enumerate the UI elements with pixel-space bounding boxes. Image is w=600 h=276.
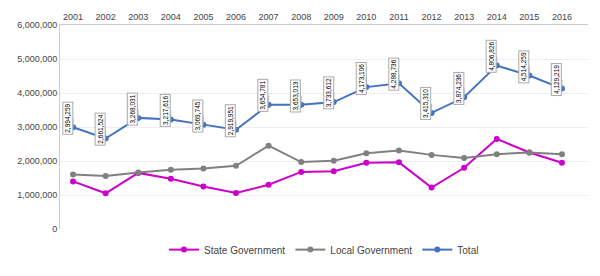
svg-text:3,000,000: 3,000,000 — [17, 122, 57, 132]
svg-text:3,653,013: 3,653,013 — [292, 81, 299, 110]
svg-text:1,000,000: 1,000,000 — [17, 190, 57, 200]
svg-text:State Government: State Government — [204, 245, 285, 256]
svg-text:2009: 2009 — [324, 12, 344, 22]
svg-text:5,000,000: 5,000,000 — [17, 54, 57, 64]
svg-text:3,654,781: 3,654,781 — [259, 81, 266, 110]
svg-text:2005: 2005 — [193, 12, 213, 22]
svg-text:3,874,236: 3,874,236 — [455, 74, 462, 103]
svg-text:2016: 2016 — [552, 12, 572, 22]
svg-text:2011: 2011 — [389, 12, 408, 22]
svg-text:2004: 2004 — [161, 12, 181, 22]
svg-text:2010: 2010 — [356, 12, 376, 22]
svg-text:2,919,951: 2,919,951 — [227, 106, 234, 135]
svg-text:2015: 2015 — [519, 12, 539, 22]
svg-text:2,661,524: 2,661,524 — [97, 114, 104, 143]
svg-text:2,000,000: 2,000,000 — [17, 156, 57, 166]
svg-text:3,415,310: 3,415,310 — [422, 89, 429, 118]
svg-text:4,514,259: 4,514,259 — [520, 52, 527, 81]
svg-text:2007: 2007 — [259, 12, 279, 22]
svg-text:Local Government: Local Government — [330, 245, 412, 256]
svg-text:2001: 2001 — [63, 12, 83, 22]
svg-text:4,173,106: 4,173,106 — [358, 64, 365, 93]
svg-text:0: 0 — [52, 224, 57, 234]
svg-text:3,268,031: 3,268,031 — [129, 94, 136, 123]
svg-text:4,288,736: 4,288,736 — [390, 59, 397, 88]
svg-text:2014: 2014 — [487, 12, 507, 22]
svg-text:2002: 2002 — [96, 12, 116, 22]
svg-text:2013: 2013 — [454, 12, 474, 22]
svg-text:3,069,745: 3,069,745 — [194, 101, 201, 130]
svg-text:6,000,000: 6,000,000 — [17, 20, 57, 30]
svg-text:Total: Total — [457, 245, 478, 256]
svg-text:3,733,612: 3,733,612 — [325, 78, 332, 107]
svg-text:3,217,616: 3,217,616 — [162, 96, 169, 125]
svg-text:4,129,219: 4,129,219 — [553, 65, 560, 94]
svg-text:4,806,826: 4,806,826 — [488, 42, 495, 71]
svg-text:2012: 2012 — [422, 12, 442, 22]
svg-text:4,000,000: 4,000,000 — [17, 88, 57, 98]
svg-text:2006: 2006 — [226, 12, 246, 22]
svg-text:2003: 2003 — [128, 12, 148, 22]
svg-text:2,994,259: 2,994,259 — [64, 103, 71, 132]
svg-text:2008: 2008 — [291, 12, 311, 22]
